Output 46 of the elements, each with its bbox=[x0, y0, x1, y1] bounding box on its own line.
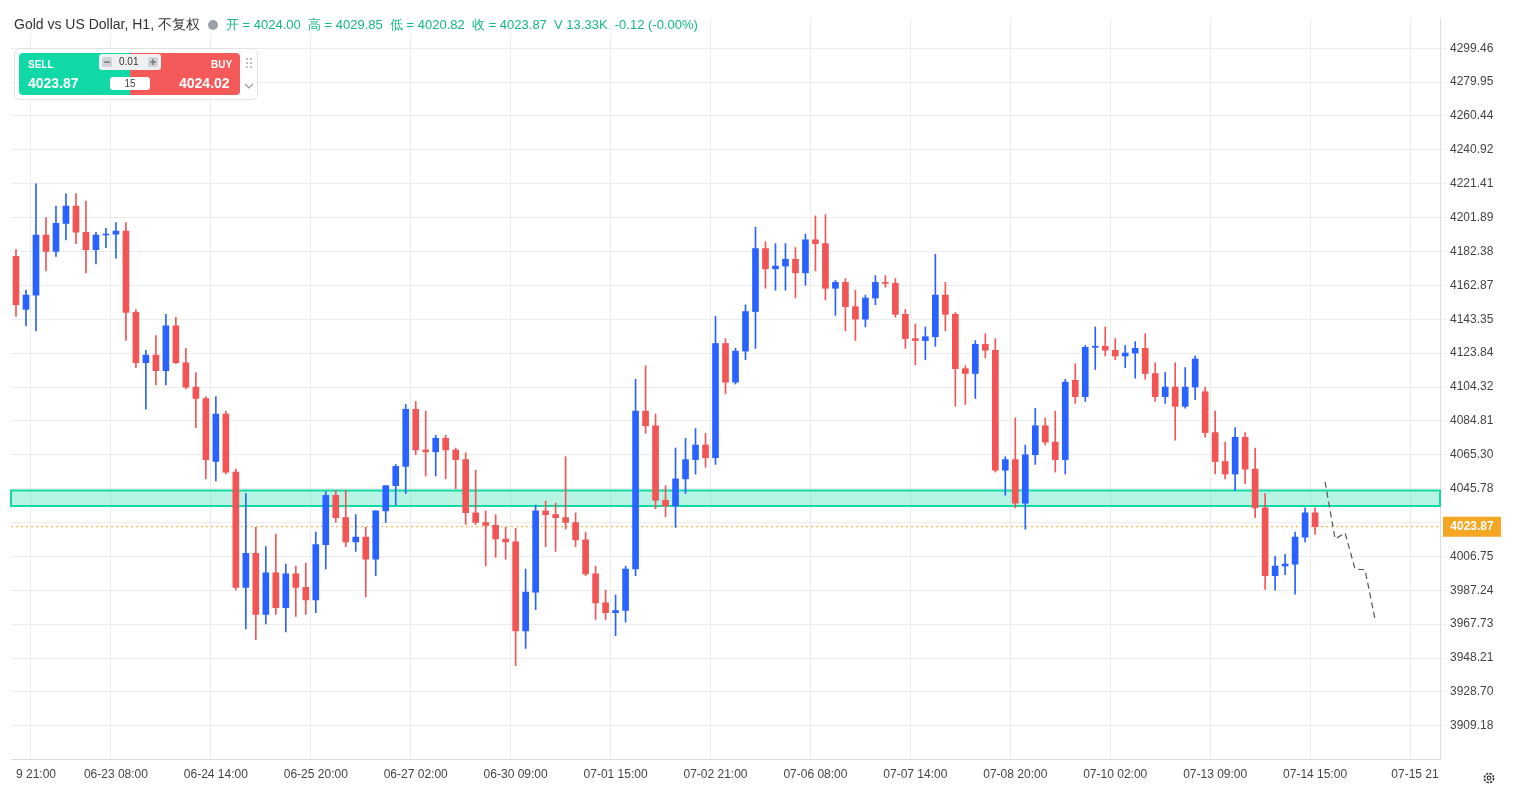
y-tick-label: 3987.24 bbox=[1450, 582, 1494, 597]
y-tick-label: 3909.18 bbox=[1450, 718, 1494, 733]
x-tick-label: 07-13 09:00 bbox=[1183, 767, 1248, 782]
ref-line-label: 4023.87 bbox=[1450, 518, 1495, 533]
x-tick-label: 9 21:00 bbox=[15, 767, 57, 782]
y-tick-label: 4201.89 bbox=[1450, 209, 1494, 224]
x-tick-label: 07-07 14:00 bbox=[883, 767, 948, 782]
x-tick-label: 07-01 15:00 bbox=[583, 767, 648, 782]
annotation: 4023.87 bbox=[28, 75, 79, 91]
y-tick-label: 4104.32 bbox=[1450, 379, 1494, 394]
annotation: 15 bbox=[110, 77, 150, 90]
y-tick-label: 4260.44 bbox=[1450, 108, 1494, 123]
x-tick-label: 07-08 20:00 bbox=[983, 767, 1048, 782]
y-tick-label: 4299.46 bbox=[1450, 40, 1494, 55]
y-tick-label: 4084.81 bbox=[1450, 413, 1494, 428]
annotation: 0.01 bbox=[119, 56, 139, 67]
y-tick-label: 4279.95 bbox=[1450, 74, 1494, 89]
y-tick-label: 4240.92 bbox=[1450, 142, 1494, 157]
annotation: BUY bbox=[211, 59, 233, 70]
y-tick-label: 3928.70 bbox=[1450, 684, 1494, 699]
y-tick-label: 4221.41 bbox=[1450, 176, 1494, 191]
y-tick-label: 3967.73 bbox=[1450, 616, 1494, 631]
x-tick-label: 07-14 15:00 bbox=[1283, 767, 1348, 782]
y-tick-label: 4182.38 bbox=[1450, 243, 1494, 258]
y-tick-label: 3948.21 bbox=[1450, 650, 1494, 665]
x-tick-label: 07-06 08:00 bbox=[783, 767, 848, 782]
chart-title: Gold vs US Dollar, H1, 不复权 bbox=[14, 16, 200, 34]
x-tick-label: 06-23 08:00 bbox=[83, 767, 149, 782]
x-tick-label: 07-02 21:00 bbox=[683, 767, 748, 782]
x-tick-label: 06-30 09:00 bbox=[483, 767, 548, 782]
y-tick-label: 4162.87 bbox=[1450, 277, 1494, 292]
y-tick-label: 4065.30 bbox=[1450, 447, 1494, 462]
x-tick-label: 06-24 14:00 bbox=[183, 767, 249, 782]
x-tick-label: 06-25 20:00 bbox=[283, 767, 349, 782]
line-series bbox=[1324, 481, 1376, 620]
x-tick-label: 06-27 02:00 bbox=[383, 767, 449, 782]
y-tick-label: 4006.75 bbox=[1450, 548, 1494, 563]
chart-subtitle: 开 = 4024.00 高 = 4029.85 低 = 4020.82 收 = 4023.87 V 13.33K -0.12 (-0.00%) bbox=[225, 16, 698, 34]
x-tick-label: 07-15 21 bbox=[1391, 767, 1440, 782]
y-tick-label: 4045.78 bbox=[1450, 480, 1494, 495]
candlestick bbox=[1091, 326, 1099, 370]
annotation: 4024.02 bbox=[179, 75, 230, 91]
x-tick-label: 07-10 02:00 bbox=[1083, 767, 1148, 782]
y-tick-label: 4143.35 bbox=[1450, 311, 1494, 326]
y-tick-label: 4123.84 bbox=[1450, 345, 1494, 360]
annotation: SELL bbox=[28, 59, 54, 70]
